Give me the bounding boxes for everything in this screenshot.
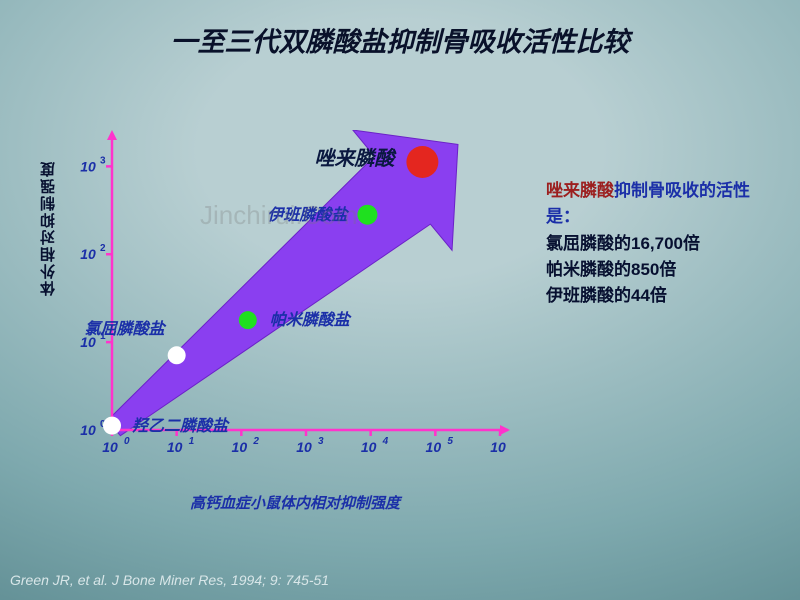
svg-text:10: 10 <box>80 246 96 262</box>
comparison-line-3: 伊班膦酸的44倍 <box>546 286 667 305</box>
svg-text:10: 10 <box>80 158 96 174</box>
point-label: 唑来膦酸 <box>314 142 394 171</box>
svg-text:0: 0 <box>124 436 130 447</box>
comparison-line-1: 氯屈膦酸的16,700倍 <box>546 234 700 253</box>
svg-text:2: 2 <box>100 243 106 254</box>
svg-text:10: 10 <box>426 439 442 455</box>
x-axis-label: 高钙血症小鼠体内相对抑制强度 <box>80 492 510 513</box>
slide-title: 一至三代双膦酸盐抑制骨吸收活性比较 <box>0 20 800 59</box>
comparison-text: 唑来膦酸抑制骨吸收的活性是： 氯屈膦酸的16,700倍 帕米膦酸的850倍 伊班… <box>546 178 776 310</box>
citation: Green JR, et al. J Bone Miner Res, 1994;… <box>10 572 329 588</box>
point-label: 羟乙二膦酸盐 <box>132 412 228 436</box>
svg-text:10: 10 <box>296 439 312 455</box>
svg-text:10: 10 <box>232 439 248 455</box>
chart-svg: 100101102103104105106100101102103 <box>80 130 510 460</box>
data-point <box>406 146 438 178</box>
svg-text:10: 10 <box>80 422 96 438</box>
svg-text:3: 3 <box>100 155 106 166</box>
highlight-drug: 唑来膦酸 <box>546 181 614 200</box>
svg-text:2: 2 <box>252 436 259 447</box>
svg-text:5: 5 <box>447 436 453 447</box>
comparison-line-2: 帕米膦酸的850倍 <box>546 260 676 279</box>
svg-text:3: 3 <box>318 436 324 447</box>
point-label: 氯屈膦酸盐 <box>85 315 165 339</box>
svg-text:4: 4 <box>382 436 389 447</box>
data-point <box>357 205 377 225</box>
svg-text:1: 1 <box>189 436 195 447</box>
y-axis-label: 体外相对抑制强度 <box>38 160 58 296</box>
svg-text:10: 10 <box>102 439 118 455</box>
point-label: 伊班膦酸盐 <box>267 201 347 225</box>
svg-text:10: 10 <box>361 439 377 455</box>
svg-text:10: 10 <box>490 439 506 455</box>
data-point <box>239 311 257 329</box>
chart: 100101102103104105106100101102103 羟乙二膦酸盐… <box>80 130 510 460</box>
data-point <box>168 346 186 364</box>
data-point <box>103 417 121 435</box>
svg-text:10: 10 <box>167 439 183 455</box>
point-label: 帕米膦酸盐 <box>270 306 350 330</box>
